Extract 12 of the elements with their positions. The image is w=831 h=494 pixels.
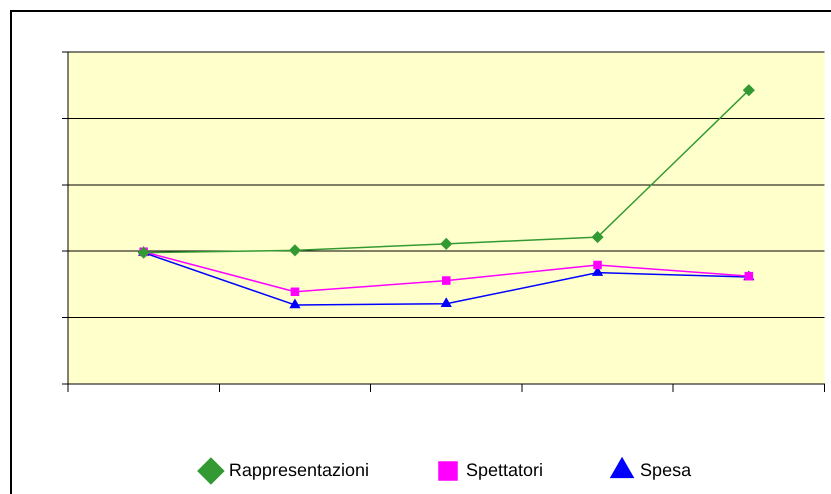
legend-label: Rappresentazioni (228, 460, 370, 480)
point (440, 238, 452, 250)
point (289, 244, 301, 256)
legend-label: Spesa (640, 460, 692, 480)
point (593, 260, 602, 270)
point (290, 287, 300, 296)
point (442, 276, 451, 285)
point (441, 298, 452, 308)
point (743, 84, 755, 96)
legend-label: Spettatori (466, 460, 544, 480)
point (290, 299, 300, 308)
point (592, 231, 604, 243)
